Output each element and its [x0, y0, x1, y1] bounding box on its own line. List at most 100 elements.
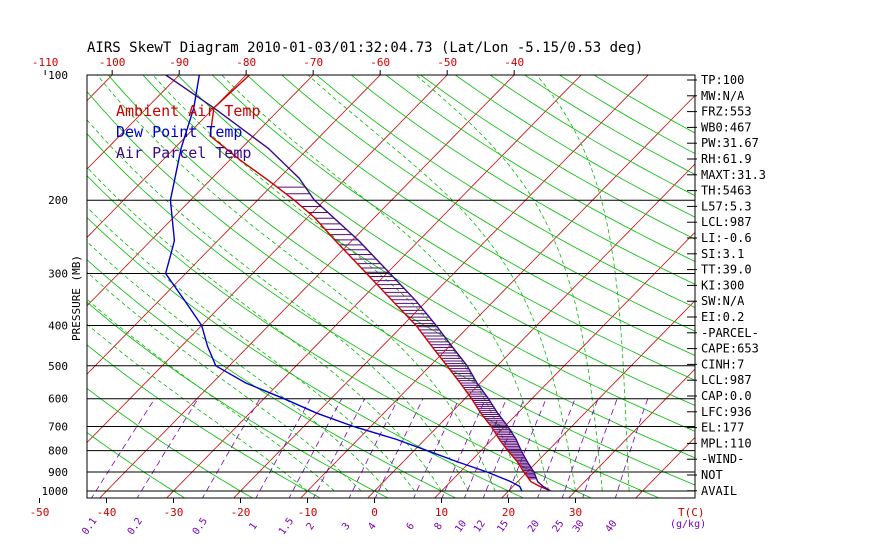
- stat-item: KI:300: [701, 278, 744, 292]
- dry-adiabat-line: [87, 217, 525, 498]
- isotherm-line: [233, 75, 649, 498]
- parcel-temp-line: [165, 75, 552, 492]
- pressure-tick-label: 700: [48, 421, 68, 434]
- dry-adiabat-line: [87, 387, 254, 498]
- dry-adiabat-line: [87, 133, 661, 498]
- pressure-tick-label: 400: [48, 319, 68, 332]
- moist-adiabat-line: [87, 271, 362, 492]
- stat-item: TT:39.0: [701, 263, 752, 277]
- dry-adiabat-line: [87, 344, 322, 498]
- moist-adiabat-line: [221, 75, 550, 492]
- pressure-tick-label: 1000: [42, 485, 69, 498]
- moist-adiabat-line: [87, 206, 416, 492]
- cape-hatch-layer: [277, 186, 537, 480]
- stat-item: EI:0.2: [701, 310, 744, 324]
- mixing-ratio-tick-label: 20: [526, 518, 542, 534]
- dry-adiabat-line: [246, 75, 695, 356]
- mixing-ratio-line: [348, 398, 399, 498]
- top-temp-tick-label: -50: [437, 56, 457, 69]
- mixing-ratio-line: [582, 398, 618, 498]
- dry-adiabat-line: [87, 432, 186, 498]
- top-temp-tick-label: -40: [504, 56, 524, 69]
- stat-item: MW:N/A: [701, 89, 745, 103]
- stat-item: CAP:0.0: [701, 389, 752, 403]
- dry-adiabat-line: [523, 75, 695, 175]
- dry-adiabat-line: [87, 175, 593, 498]
- isotherm-line: [434, 231, 695, 498]
- legend: Ambient Air Temp Dew Point Temp Air Parcel…: [116, 102, 261, 162]
- stat-item: LCL:987: [701, 215, 752, 229]
- mixing-ratio-tick-label: 0.2: [126, 516, 145, 537]
- mixing-ratio-tick-label: 40: [604, 518, 620, 534]
- dewpoint-line: [164, 75, 523, 492]
- isotherm-line: [87, 75, 381, 375]
- bottom-axis-unit-label: T(C): [678, 506, 705, 519]
- dry-adiabat-line: [211, 75, 695, 381]
- isotherm-line: [87, 75, 448, 444]
- pressure-tick-label: 100: [48, 69, 68, 82]
- bottom-temp-tick-label: -30: [164, 506, 184, 519]
- moist-adiabat-line: [152, 75, 523, 492]
- mixing-ratio-line: [441, 398, 486, 498]
- mixing-ratio-line: [537, 398, 576, 498]
- series-layer: [164, 75, 552, 492]
- stat-item: FRZ:553: [701, 105, 752, 119]
- moist-adiabat-line: [415, 75, 603, 492]
- top-temp-tick-label: -90: [169, 56, 189, 69]
- moist-adiabat-line: [87, 119, 469, 492]
- dry-adiabat-line: [142, 75, 695, 432]
- stat-item: WB0:467: [701, 120, 752, 134]
- mixing-ratio-line: [313, 398, 366, 498]
- moist-adiabat-line: [87, 241, 389, 492]
- top-temp-tick-label: -100: [99, 56, 126, 69]
- dry-adiabat-line: [315, 75, 695, 308]
- bottom-temp-tick-label: 0: [371, 506, 378, 519]
- pressure-tick-label: 900: [48, 466, 68, 479]
- mixing-ratio-tick-label: 25: [551, 518, 567, 534]
- bottom-temp-tick-label: 30: [569, 506, 582, 519]
- stat-item: SI:3.1: [701, 247, 744, 261]
- bottom-temp-tick-label: -20: [231, 506, 251, 519]
- stat-item: LFC:936: [701, 405, 752, 419]
- bottom-temp-tick-label: -50: [30, 506, 50, 519]
- mixing-ratio-tick-label: 10: [453, 518, 469, 534]
- chart-title: AIRS SkewT Diagram 2010-01-03/01:32:04.7…: [87, 40, 643, 56]
- legend-item: Dew Point Temp: [116, 123, 242, 141]
- top-temp-tick-label: -70: [303, 56, 323, 69]
- mixing-ratio-tick-label: 8: [433, 521, 445, 532]
- mixing-ratio-tick-label: 1: [247, 521, 259, 532]
- tick-layer: 1002003004005006007008009001000-120-110-…: [30, 56, 707, 537]
- mixing-ratio-tick-label: 30: [571, 518, 587, 534]
- isotherm-line: [99, 75, 515, 498]
- isotherm-line: [635, 436, 695, 498]
- dry-adiabat-line: [385, 75, 695, 262]
- legend-item: Ambient Air Temp: [116, 102, 261, 120]
- dry-adiabat-line: [107, 75, 695, 459]
- moist-adiabat-line: [307, 75, 576, 492]
- moist-adiabat-line: [87, 298, 335, 492]
- stat-item: AVAIL: [701, 484, 737, 498]
- isotherm-line: [87, 75, 314, 307]
- dry-adiabat-line: [489, 75, 695, 197]
- dry-adiabat-line: [87, 90, 695, 486]
- grid-layer: [87, 75, 695, 498]
- stat-item: -WIND-: [701, 452, 744, 466]
- mixing-ratio-tick-label: 1.5: [277, 516, 296, 537]
- pressure-tick-label: 800: [48, 445, 68, 458]
- dry-adiabat-line: [350, 75, 695, 285]
- stat-item: MPL:110: [701, 436, 752, 450]
- pressure-tick-label: 500: [48, 360, 68, 373]
- mixing-ratio-line: [91, 398, 156, 498]
- stat-item: NOT: [701, 468, 723, 482]
- stat-item: -PARCEL-: [701, 326, 759, 340]
- mixing-ratio-line: [374, 398, 424, 498]
- stat-item: LI:-0.6: [701, 231, 752, 245]
- stat-item: TH:5463: [701, 184, 752, 198]
- isotherm-line: [568, 368, 695, 498]
- mixing-ratio-tick-label: 3: [340, 521, 352, 532]
- moist-adiabat-line: [87, 166, 442, 492]
- isotherm-line: [166, 75, 582, 498]
- pressure-tick-label: 600: [48, 393, 68, 406]
